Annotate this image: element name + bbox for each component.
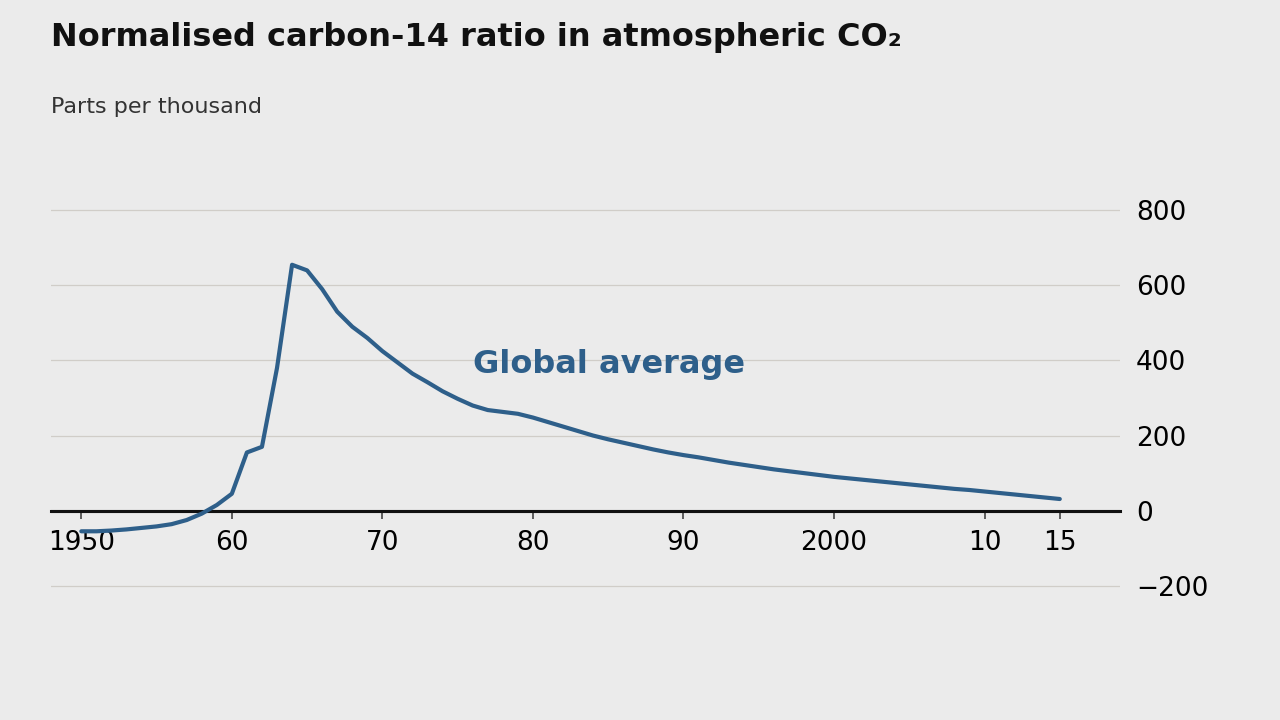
Text: Global average: Global average [472,348,745,379]
Text: Normalised carbon-14 ratio in atmospheric CO₂: Normalised carbon-14 ratio in atmospheri… [51,22,902,53]
Text: Parts per thousand: Parts per thousand [51,97,262,117]
